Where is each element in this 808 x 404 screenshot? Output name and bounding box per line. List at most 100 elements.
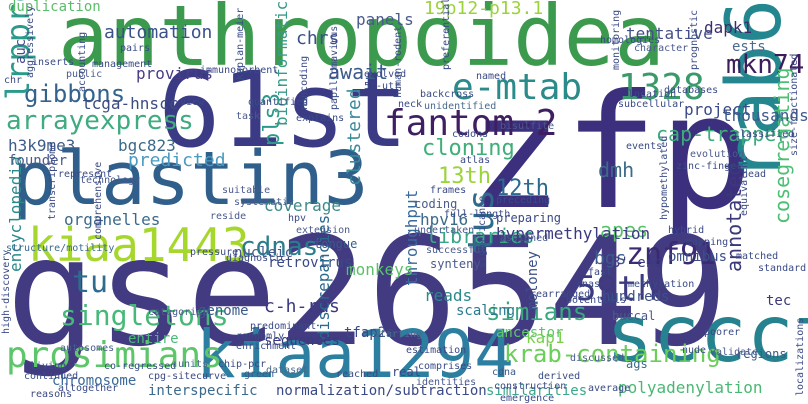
word-hybrid: hybrid	[668, 225, 705, 236]
word-altogether: altogether	[58, 383, 119, 394]
word-classified: classified	[734, 129, 795, 140]
word-evolution: evolution	[690, 149, 745, 160]
word-evolved: evolved	[364, 69, 407, 80]
word-tongue: tongue	[314, 237, 358, 251]
word-krab-containing: krab-containing	[504, 340, 721, 368]
word-matched: matched	[736, 251, 779, 262]
word-curve: curve	[196, 371, 227, 382]
word-kiaa1294: kiaa1294	[196, 316, 514, 393]
word-monkeys: monkeys	[346, 260, 414, 279]
word-preceding: preceding	[496, 195, 551, 206]
word-explains: explains	[296, 113, 345, 124]
word-retrovirus: retrovirus	[268, 255, 353, 271]
word-units: units	[178, 359, 209, 370]
word-prognostic: prognostic	[689, 9, 700, 70]
word-potentials: potentials	[566, 295, 627, 306]
word-gse26549: gse26549	[6, 206, 729, 380]
word-transcriptome: transcriptome	[47, 141, 58, 220]
word-regions: regions	[736, 347, 787, 361]
word-tec: tec	[766, 293, 792, 309]
word-structure-motility: structure/motility	[6, 243, 115, 254]
word-plastin3: plastin3	[12, 136, 369, 222]
word-reached: reached	[336, 369, 379, 380]
word-assigned: assigned	[500, 233, 549, 244]
word-backcross: backcross	[420, 89, 475, 100]
word-papillomavirus: papillomavirus	[329, 25, 340, 110]
word-full-length: full-length	[444, 209, 511, 220]
word-prosimians: prosimians	[6, 335, 223, 376]
word-pairs: pairs	[120, 43, 151, 54]
word-mapping: mapping	[686, 237, 729, 248]
word-13th: 13th	[438, 164, 491, 189]
word-e-mtab: e-mtab	[452, 67, 583, 108]
word-subcellular: subcellular	[618, 99, 685, 110]
word-real: real	[392, 365, 421, 379]
word-dapk1: dapk1	[704, 18, 753, 37]
word-61st: 61st	[158, 49, 409, 171]
word-omnibus: omnibus	[668, 249, 728, 265]
word-zinc-finger: zinc-finger	[676, 161, 743, 172]
word-named: named	[476, 71, 507, 82]
word-nucleic: nucleic	[234, 245, 294, 261]
word-living: living	[30, 361, 67, 372]
word-diagnostic: diagnostic	[226, 253, 287, 264]
word-neck: neck	[398, 99, 423, 110]
word-discussed: discussed	[570, 353, 625, 364]
word-size-fractionated: size-fractionated	[789, 53, 800, 156]
word-chip-pcr: chip-pcr	[218, 359, 267, 370]
word-rnas: rnas	[576, 279, 601, 290]
word-comprehensive: comprehensive	[93, 161, 104, 240]
word-reside: reside	[210, 211, 247, 222]
word-cdnas: cdnas	[240, 232, 319, 262]
word-12th: 12th	[496, 176, 549, 201]
word-undertaken: undertaken	[414, 225, 475, 236]
word-provirus: provirus	[136, 64, 214, 83]
word-databases: databases	[664, 85, 719, 96]
word-cdna: cdna	[492, 367, 517, 378]
word-monitoring: monitoring	[611, 9, 622, 70]
word-continued: continued	[24, 371, 79, 382]
word-coding: coding	[414, 197, 458, 211]
word-tfap2a: tfap2a	[344, 325, 395, 341]
word-entire: entire	[128, 331, 179, 347]
word-libraries: libraries	[426, 224, 535, 248]
word-poorer: poorer	[704, 327, 741, 338]
word-view: view	[180, 97, 205, 108]
word-3-end: 3'-end	[612, 255, 663, 271]
word-accounting: accounting	[77, 31, 88, 92]
word-immunosorbent: immunosorbent	[200, 65, 279, 76]
word-comprises: comprises	[418, 361, 473, 372]
word-ags: ags	[626, 357, 648, 371]
word-task: task	[236, 111, 261, 122]
word-cap-trapper: cap-trapper	[656, 122, 789, 146]
word-events: events	[626, 141, 663, 152]
word-clustered: clustered	[344, 88, 365, 186]
word-localizations: localizations	[795, 317, 806, 396]
word-derived: derived	[538, 371, 581, 382]
word-kap1: kap1	[526, 328, 565, 347]
word-ancestor: ancestor	[496, 325, 564, 341]
word-gibbons: gibbons	[24, 80, 126, 108]
word-h3k9me3: h3k9me3	[8, 136, 76, 155]
word-5-utr: 5'-utr	[364, 81, 401, 92]
word-successful: successful	[426, 245, 487, 256]
word-simians: simians	[486, 298, 588, 326]
word-genome: genome	[198, 303, 249, 319]
word-dmh: dmh	[598, 158, 635, 182]
word-inserts: inserts	[32, 57, 75, 68]
word-tentative: tentative	[626, 24, 713, 43]
word-fantom-2: fantom-2	[384, 103, 558, 144]
word-categories: categories	[148, 307, 209, 318]
word-ests: ests	[732, 39, 766, 55]
word-bgc823: bgc823	[118, 136, 176, 155]
word-represent: represent	[58, 169, 113, 180]
word-codons: codons	[452, 129, 489, 140]
word-arrayexpress: arrayexpress	[6, 106, 194, 136]
word-noncoding: noncoding	[299, 55, 310, 110]
word-hundreds: hundreds	[602, 289, 670, 305]
word-unidentified: unidentified	[424, 101, 497, 112]
word-frames: frames	[430, 185, 467, 196]
word-head: head	[742, 169, 767, 180]
word-zfp: zfp	[468, 61, 754, 245]
